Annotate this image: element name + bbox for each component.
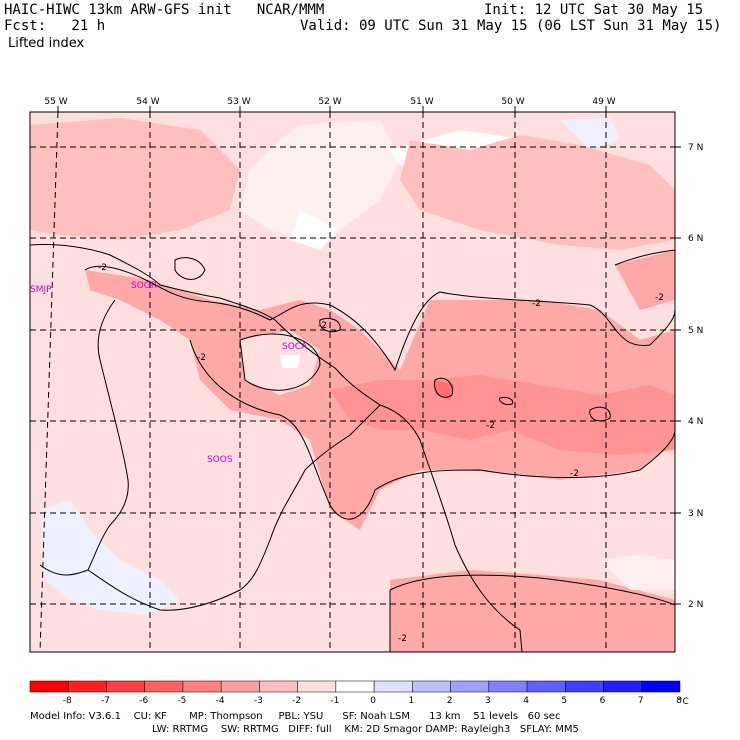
lifted-index-field (30, 112, 675, 652)
colorbar: -8 -7 -6 -5 -4 -3 -2 -1 0 1 2 3 4 5 6 7 8 (29, 680, 682, 706)
colorbar-tick-label: -8 (63, 696, 72, 706)
lon-label: 54 W (136, 97, 159, 107)
model-title: HAIC-HIWC 13km ARW-GFS init NCAR/MMM (4, 2, 325, 18)
colorbar-swatch (29, 680, 69, 693)
lon-label: 50 W (501, 97, 524, 107)
contour-label: -2 (398, 634, 407, 644)
contour-label: -2 (197, 353, 206, 363)
valid-time: Valid: 09 UTC Sun 31 May 15 (06 LST Sun … (300, 18, 722, 34)
colorbar-swatch (565, 680, 604, 693)
forecast-hour: Fcst: 21 h (4, 18, 106, 34)
colorbar-tick-label: 3 (485, 696, 491, 706)
map-frame (29, 111, 676, 653)
init-time: Init: 12 UTC Sat 30 May 15 (484, 2, 704, 18)
colorbar-swatch (373, 680, 413, 693)
colorbar-tick-label: -4 (216, 696, 225, 706)
colorbar-tick-label: -1 (330, 696, 339, 706)
lat-label: 7 N (688, 143, 703, 153)
contour-label: -2 (532, 299, 541, 309)
colorbar-tick-label: 2 (447, 696, 453, 706)
station-label: SOGR (131, 281, 157, 291)
colorbar-tick-label: 1 (408, 696, 414, 706)
colorbar-tick-label: 6 (600, 696, 606, 706)
colorbar-swatch (259, 680, 298, 693)
lon-label: 53 W (227, 97, 250, 107)
axis-ticks (57, 106, 681, 605)
colorbar-unit: °C (678, 697, 689, 707)
colorbar-tick-label: 0 (370, 696, 376, 706)
colorbar-tick-label: -5 (177, 696, 186, 706)
colorbar-swatch (144, 680, 184, 693)
colorbar-swatch (67, 680, 107, 693)
station-label: SOCA (282, 342, 308, 352)
station-label: SOOS (207, 455, 233, 465)
colorbar-swatch (488, 680, 528, 693)
colorbar-swatch (641, 680, 681, 693)
contour-label: -2 (98, 263, 107, 273)
coastline-borders (30, 244, 523, 652)
colorbar-tick-label: 4 (523, 696, 529, 706)
colorbar-swatch (526, 680, 566, 693)
colorbar-swatch (220, 680, 260, 693)
colorbar-swatch (335, 680, 375, 693)
model-info-line2: LW: RRTMG SW: RRTMG DIFF: full KM: 2D Sm… (152, 724, 579, 735)
contour-label: -2 (318, 321, 327, 331)
colorbar-tick-label: -3 (254, 696, 263, 706)
contour-label: -2 (570, 469, 579, 479)
colorbar-tick-label: 7 (638, 696, 644, 706)
lat-label: 2 N (688, 600, 703, 610)
colorbar-swatch (412, 680, 451, 693)
lon-label: 52 W (318, 97, 341, 107)
colorbar-swatch (106, 680, 145, 693)
model-info-line1: Model Info: V3.6.1 CU: KF MP: Thompson P… (30, 711, 561, 722)
colorbar-swatch (297, 680, 337, 693)
colorbar-tick-label: 5 (561, 696, 567, 706)
lon-label: 55 W (44, 97, 67, 107)
lat-lon-grid (30, 112, 675, 652)
colorbar-tick-label: -7 (101, 696, 110, 706)
colorbar-tick-label: -2 (292, 696, 301, 706)
station-label: SMJP (30, 285, 52, 295)
colorbar-swatch (450, 680, 490, 693)
colorbar-swatch (182, 680, 222, 693)
lat-label: 6 N (688, 234, 703, 244)
lon-label: 49 W (592, 97, 615, 107)
field-name: Lifted index (8, 36, 85, 51)
contour-label: -2 (655, 293, 664, 303)
colorbar-tick-label: 8 (676, 696, 682, 706)
lat-label: 4 N (688, 417, 703, 427)
colorbar-tick-label: -6 (139, 696, 148, 706)
colorbar-swatch (603, 680, 643, 693)
lat-label: 5 N (688, 326, 703, 336)
contour-label: -2 (486, 421, 495, 431)
lat-label: 3 N (688, 509, 703, 519)
lon-label: 51 W (410, 97, 433, 107)
